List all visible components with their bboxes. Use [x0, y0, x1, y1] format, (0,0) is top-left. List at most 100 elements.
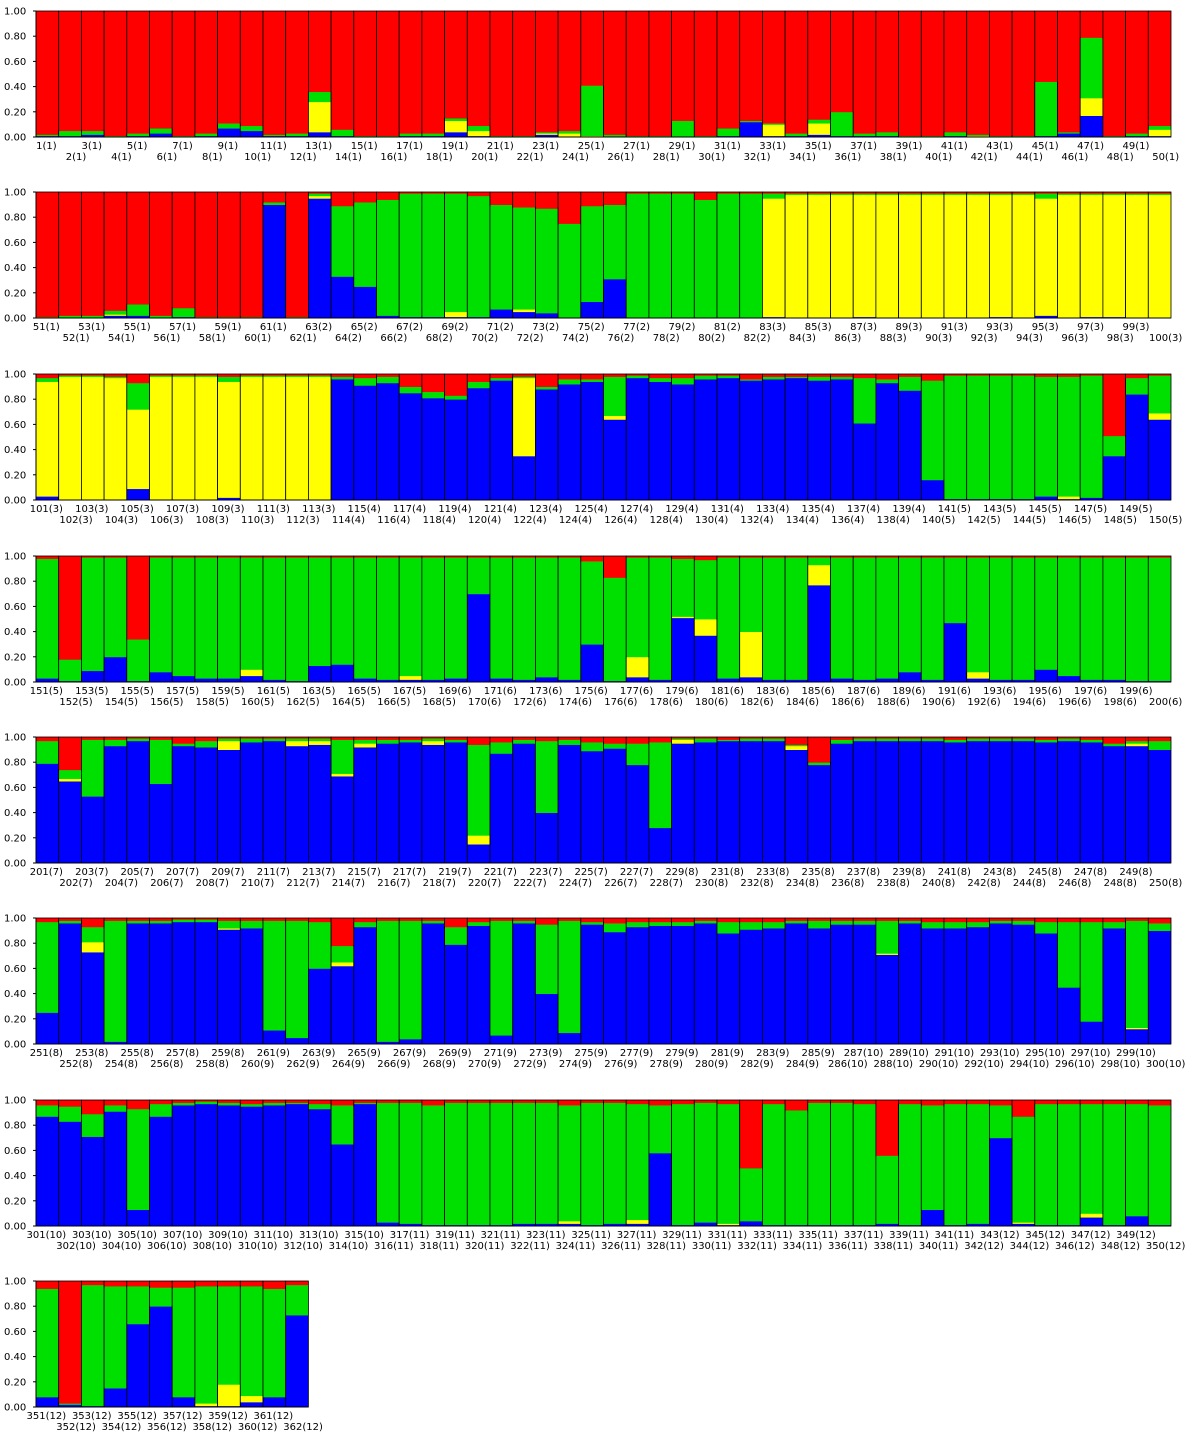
bar-segment-cluster4 — [1102, 374, 1126, 437]
bar-segment-cluster3 — [739, 379, 763, 381]
bar-segment-cluster2 — [467, 130, 490, 137]
x-tick-label: 311(10) — [254, 1230, 294, 1241]
bar-segment-cluster4 — [353, 1100, 377, 1103]
x-tick-label: 220(7) — [468, 878, 501, 889]
bar-segment-cluster3 — [807, 119, 831, 124]
bar-segment-cluster3 — [648, 742, 672, 829]
x-tick-label: 144(5) — [1013, 515, 1046, 526]
x-tick-label: 250(8) — [1149, 878, 1182, 889]
bar-segment-cluster4 — [353, 11, 377, 137]
bar-segment-cluster4 — [898, 737, 922, 739]
x-tick-label: 188(6) — [877, 697, 910, 708]
bar-segment-cluster4 — [671, 192, 695, 194]
bar-segment-cluster4 — [444, 11, 468, 119]
bar-segment-cluster3 — [1125, 133, 1149, 137]
bar-segment-cluster1 — [240, 1106, 263, 1227]
bar-segment-cluster4 — [58, 918, 82, 921]
bar-segment-cluster3 — [535, 740, 559, 813]
x-tick-label: 199(6) — [1119, 686, 1152, 697]
panel-8: 1.000.800.600.400.200.00351(12)352(12)35… — [4, 1277, 323, 1434]
bar-segment-cluster4 — [1102, 918, 1126, 923]
bar-segment-cluster4 — [81, 556, 105, 558]
bar-segment-cluster4 — [149, 11, 173, 129]
bar-segment-cluster3 — [1148, 193, 1171, 195]
x-tick-label: 29(1) — [669, 141, 696, 152]
bar-segment-cluster4 — [739, 192, 763, 194]
bar-segment-cluster3 — [1080, 193, 1103, 195]
bar-segment-cluster3 — [717, 1103, 740, 1224]
x-tick-label: 165(5) — [348, 686, 381, 697]
bar-segment-cluster3 — [921, 921, 944, 929]
bar-segment-cluster4 — [1057, 11, 1081, 133]
x-tick-label: 5(1) — [127, 141, 148, 152]
bar-segment-cluster4 — [966, 918, 990, 923]
bar-segment-cluster3 — [353, 557, 377, 679]
bar-segment-cluster3 — [603, 376, 627, 416]
bar-segment-cluster4 — [1102, 1100, 1126, 1105]
bar-segment-cluster4 — [603, 737, 627, 744]
bar-segment-cluster1 — [512, 1223, 536, 1227]
bar-segment-cluster4 — [535, 374, 559, 387]
y-tick-label: 0.40 — [4, 989, 26, 1000]
bar-segment-cluster3 — [81, 926, 105, 943]
bar-segment-cluster4 — [81, 1281, 105, 1286]
x-tick-label: 214(7) — [332, 878, 365, 889]
x-tick-label: 151(5) — [30, 686, 63, 697]
bar-segment-cluster3 — [81, 315, 105, 319]
x-tick-label: 136(4) — [831, 515, 864, 526]
bar-segment-cluster3 — [785, 133, 808, 137]
bar-segment-cluster3 — [285, 557, 309, 682]
bar-segment-cluster4 — [648, 374, 672, 379]
bar-segment-cluster1 — [263, 740, 286, 864]
bar-segment-cluster1 — [626, 1223, 649, 1227]
x-tick-label: 84(3) — [789, 333, 816, 344]
bar-segment-cluster4 — [512, 556, 536, 558]
bar-segment-cluster4 — [512, 1100, 536, 1103]
bar-segment-cluster4 — [444, 737, 468, 740]
bar-segment-cluster3 — [308, 557, 332, 667]
bar-segment-cluster4 — [1057, 918, 1081, 923]
bar-segment-cluster3 — [762, 193, 786, 199]
bar-segment-cluster4 — [194, 192, 218, 318]
bar-segment-cluster4 — [921, 556, 944, 558]
x-tick-label: 233(8) — [756, 867, 789, 878]
bar-segment-cluster4 — [1012, 11, 1035, 137]
bar-segment-cluster1 — [399, 1038, 422, 1045]
x-tick-label: 46(1) — [1061, 152, 1088, 163]
bar-segment-cluster4 — [399, 556, 422, 558]
bar-segment-cluster1 — [467, 925, 490, 1045]
bar-segment-cluster3 — [1012, 920, 1035, 925]
bar-segment-cluster4 — [580, 374, 604, 380]
x-tick-label: 34(1) — [789, 152, 816, 163]
bar-segment-cluster1 — [263, 1030, 286, 1045]
bar-segment-cluster4 — [603, 1100, 627, 1103]
bar-segment-cluster4 — [104, 11, 127, 137]
bar-segment-cluster3 — [785, 920, 808, 924]
x-tick-label: 62(1) — [290, 333, 317, 344]
bar-segment-cluster3 — [172, 1287, 195, 1398]
x-tick-label: 101(3) — [30, 504, 63, 515]
bar-segment-cluster4 — [399, 918, 422, 921]
bar-segment-cluster4 — [353, 918, 377, 923]
bar-segment-cluster3 — [149, 1103, 173, 1117]
bar-segment-cluster3 — [149, 128, 173, 134]
x-tick-label: 11(1) — [260, 141, 287, 152]
bar-segment-cluster4 — [671, 737, 695, 739]
bar-segment-cluster4 — [172, 918, 195, 920]
bar-segment-cluster1 — [580, 301, 604, 319]
x-tick-label: 108(3) — [196, 515, 229, 526]
bar-segment-cluster4 — [172, 1281, 195, 1288]
bar-segment-cluster3 — [853, 193, 876, 195]
x-tick-label: 218(7) — [423, 878, 456, 889]
bar-segment-cluster3 — [285, 133, 309, 137]
bar-segment-cluster3 — [240, 1286, 263, 1397]
x-tick-label: 115(4) — [348, 504, 381, 515]
bar-segment-cluster1 — [104, 745, 127, 864]
bar-segment-cluster4 — [126, 11, 150, 134]
bar-segment-cluster4 — [149, 374, 173, 376]
bar-segment-cluster1 — [830, 678, 854, 683]
x-tick-label: 24(1) — [562, 152, 589, 163]
bar-segment-cluster3 — [172, 919, 195, 923]
x-tick-label: 353(12) — [72, 1411, 112, 1422]
bar-segment-cluster4 — [490, 192, 513, 205]
